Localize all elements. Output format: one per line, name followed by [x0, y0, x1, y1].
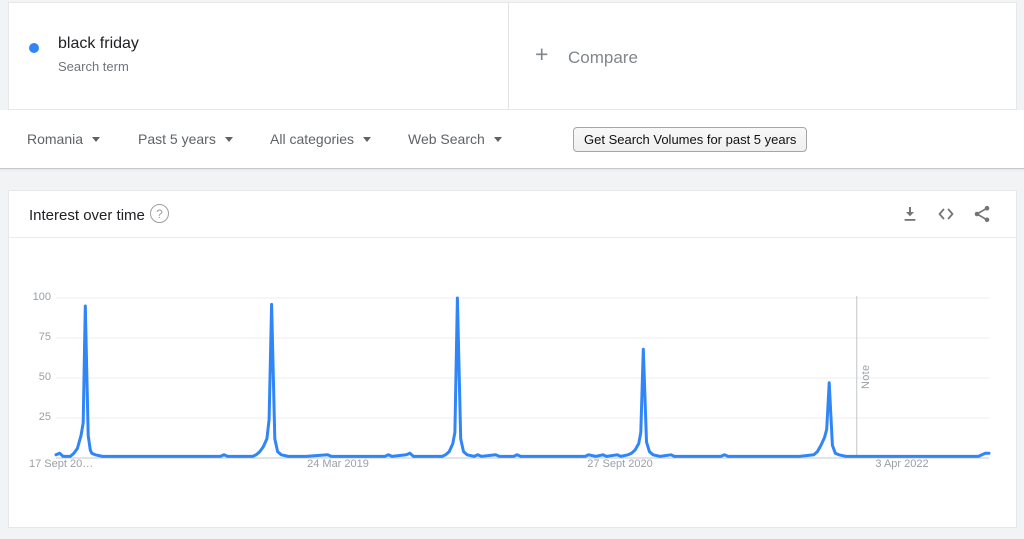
trends-line-chart[interactable] [9, 191, 1018, 529]
search-term-title: black friday [58, 35, 139, 52]
search-type-filter-dropdown[interactable]: Web Search [408, 110, 502, 168]
series-color-dot-icon [29, 43, 39, 53]
category-filter-dropdown[interactable]: All categories [270, 110, 372, 168]
note-annotation-label[interactable]: Note [860, 364, 872, 389]
chevron-down-icon [224, 136, 233, 142]
embed-icon[interactable] [936, 204, 956, 224]
y-axis-tick-50: 50 [38, 371, 51, 383]
y-axis-tick-100: 100 [32, 291, 51, 303]
card-divider [508, 3, 509, 109]
share-icon[interactable] [972, 204, 992, 224]
get-search-volumes-button[interactable]: Get Search Volumes for past 5 years [573, 127, 808, 152]
time-range-filter-value: Past 5 years [138, 131, 216, 147]
x-axis-tick-2: 27 Sept 2020 [587, 458, 653, 470]
compare-label: Compare [568, 48, 638, 67]
x-axis-tick-3: 3 Apr 2022 [875, 458, 929, 470]
chart-title: Interest over time [29, 207, 145, 224]
plus-icon: + [535, 41, 549, 67]
interest-over-time-card: Interest over time ? [8, 190, 1017, 528]
search-term-type-label: Search term [58, 59, 129, 74]
time-range-filter-dropdown[interactable]: Past 5 years [138, 110, 233, 168]
region-filter-value: Romania [27, 131, 84, 147]
x-axis-tick-0: 17 Sept 20… [29, 458, 94, 470]
search-type-filter-value: Web Search [408, 131, 485, 147]
help-icon[interactable]: ? [150, 204, 169, 223]
category-filter-value: All categories [270, 131, 355, 147]
chart-toolbar [900, 204, 992, 224]
x-axis-tick-1: 24 Mar 2019 [307, 458, 369, 470]
filter-bar: Romania Past 5 years All categories Web … [0, 110, 1024, 169]
chevron-down-icon [92, 136, 101, 142]
y-axis-tick-75: 75 [38, 331, 51, 343]
chevron-down-icon [493, 136, 502, 142]
y-axis-tick-25: 25 [38, 411, 51, 423]
region-filter-dropdown[interactable]: Romania [27, 110, 101, 168]
download-icon[interactable] [900, 204, 920, 224]
term-compare-row: black friday Search term + Compare [8, 2, 1017, 110]
chevron-down-icon [363, 136, 372, 142]
chart-header: Interest over time ? [9, 191, 1016, 238]
